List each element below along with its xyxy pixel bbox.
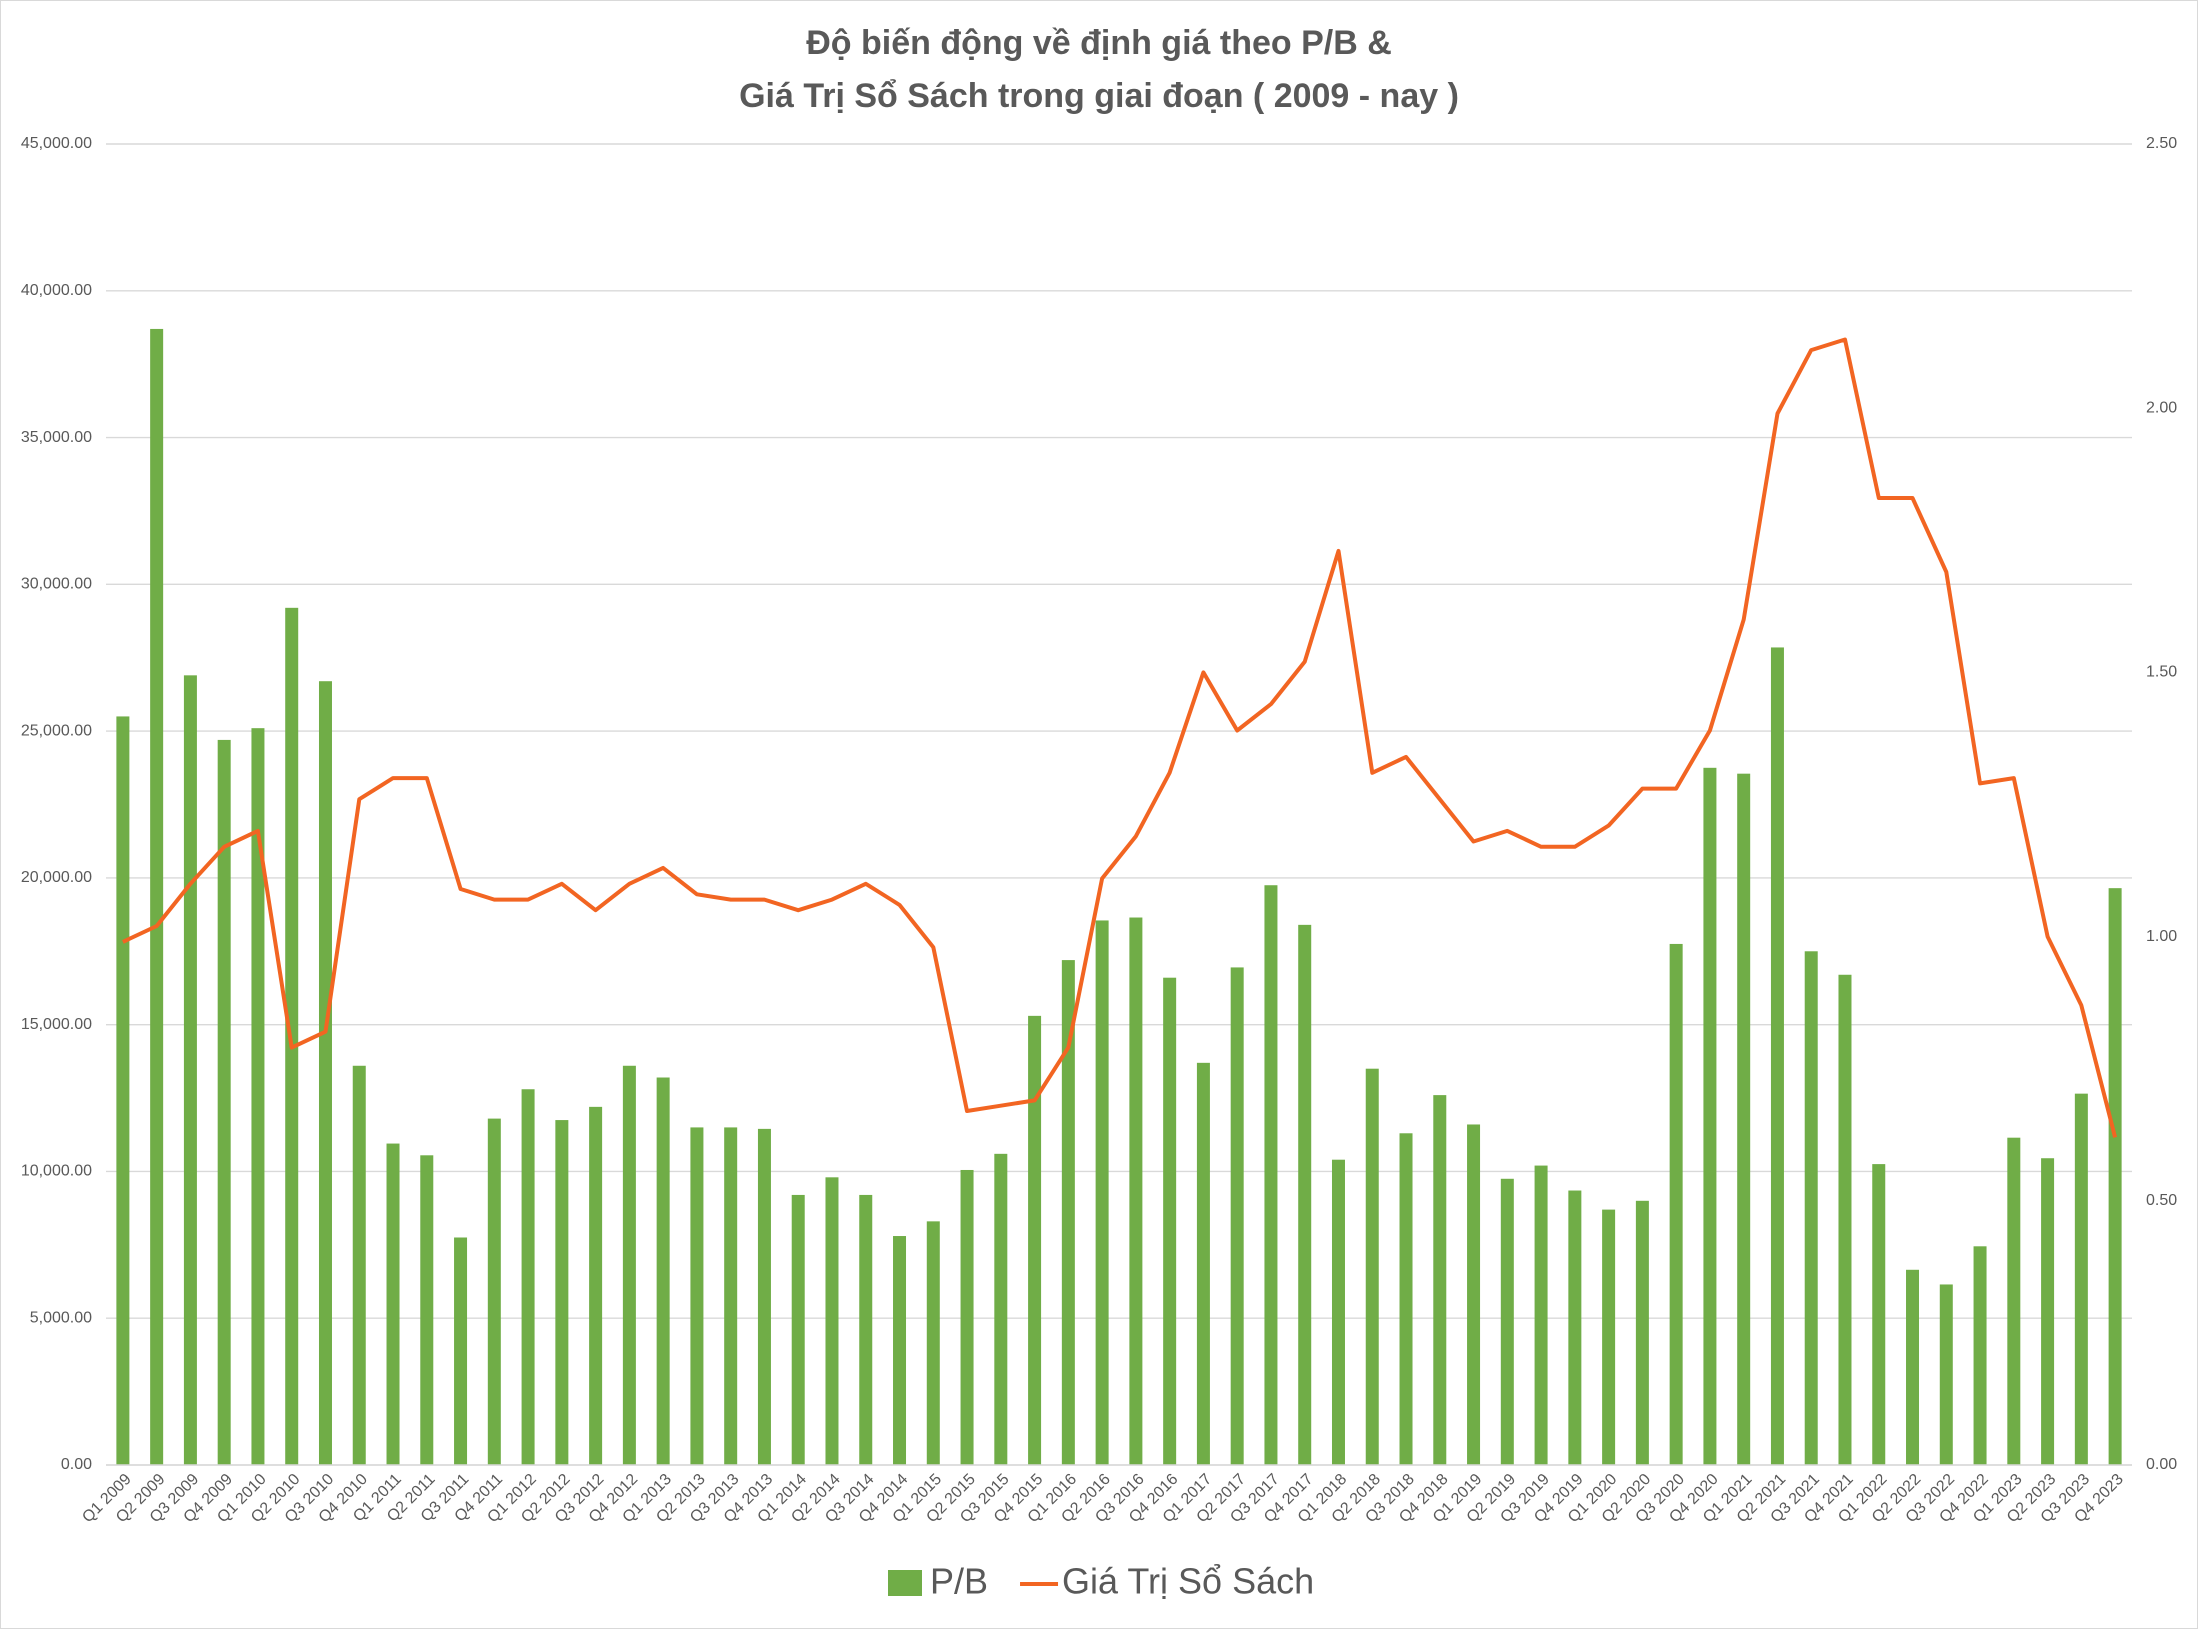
y-tick-label: 15,000.00: [21, 1016, 92, 1033]
bar: [1467, 1124, 1481, 1465]
y-tick-label: 25,000.00: [21, 722, 92, 739]
bar: [217, 739, 231, 1465]
bar: [1770, 647, 1784, 1465]
bar: [420, 1155, 434, 1465]
bar: [2074, 1093, 2088, 1465]
y2-tick-label: 1.00: [2146, 928, 2177, 945]
bar: [2007, 1137, 2021, 1465]
legend-label: P/B: [930, 1561, 988, 1602]
bar: [2108, 888, 2122, 1465]
bar: [1196, 1062, 1210, 1465]
y-tick-label: 35,000.00: [21, 429, 92, 446]
bar: [1129, 917, 1143, 1465]
y-tick-label: 40,000.00: [21, 282, 92, 299]
bar: [1331, 1159, 1345, 1465]
y2-tick-label: 2.00: [2146, 399, 2177, 416]
bar: [1365, 1068, 1379, 1465]
y-tick-label: 45,000.00: [21, 135, 92, 152]
bar: [1838, 974, 1852, 1465]
bar: [116, 716, 130, 1465]
bar: [791, 1194, 805, 1465]
bar: [825, 1177, 839, 1465]
bar: [656, 1077, 670, 1465]
y2-tick-label: 0.00: [2146, 1456, 2177, 1473]
bar: [1973, 1246, 1987, 1465]
y-tick-label: 10,000.00: [21, 1163, 92, 1180]
bar: [1669, 943, 1683, 1465]
legend-label: Giá Trị Sổ Sách: [1062, 1561, 1314, 1602]
bar: [1230, 967, 1244, 1465]
bar: [926, 1221, 940, 1465]
bar: [386, 1143, 400, 1465]
chart-title: Giá Trị Sổ Sách trong giai đoạn ( 2009 -…: [739, 77, 1459, 115]
bar: [1737, 773, 1751, 1465]
bar: [521, 1089, 535, 1465]
legend-swatch: [888, 1570, 922, 1596]
bar: [960, 1169, 974, 1465]
bar: [1095, 920, 1109, 1465]
bar: [1264, 885, 1278, 1465]
chart-title: Độ biến động về định giá theo P/B &: [806, 24, 1392, 62]
bar: [1568, 1190, 1582, 1465]
y2-tick-label: 2.50: [2146, 135, 2177, 152]
bar: [893, 1236, 907, 1465]
bar: [1872, 1164, 1886, 1465]
bar: [352, 1065, 366, 1465]
y-tick-label: 0.00: [61, 1456, 92, 1473]
y-tick-label: 5,000.00: [30, 1309, 92, 1326]
bar: [1939, 1284, 1953, 1465]
bar: [1298, 924, 1312, 1465]
bar: [724, 1127, 738, 1465]
bar: [1602, 1209, 1616, 1465]
bar: [1703, 767, 1717, 1465]
bar: [487, 1118, 501, 1465]
bar: [318, 681, 332, 1465]
bar: [183, 675, 197, 1465]
bar: [1399, 1133, 1413, 1465]
bar: [622, 1065, 636, 1465]
bar: [859, 1194, 873, 1465]
bar: [1163, 977, 1177, 1465]
y-tick-label: 30,000.00: [21, 576, 92, 593]
bar: [1500, 1178, 1514, 1465]
bar: [994, 1153, 1008, 1465]
bar: [690, 1127, 704, 1465]
bar: [454, 1237, 468, 1465]
bar: [1433, 1095, 1447, 1465]
bar: [589, 1106, 603, 1465]
bar: [757, 1128, 771, 1465]
bar: [1635, 1200, 1649, 1465]
bar: [555, 1120, 569, 1465]
y2-tick-label: 0.50: [2146, 1192, 2177, 1209]
y2-tick-label: 1.50: [2146, 664, 2177, 681]
bar: [1028, 1015, 1042, 1465]
bar: [150, 328, 164, 1466]
bar: [1534, 1165, 1548, 1465]
bar: [1061, 960, 1075, 1465]
bar: [251, 728, 265, 1465]
bar: [2041, 1158, 2055, 1465]
bar: [1906, 1269, 1920, 1465]
line: [122, 337, 2118, 1138]
y-tick-label: 20,000.00: [21, 869, 92, 886]
bar: [1804, 951, 1818, 1465]
